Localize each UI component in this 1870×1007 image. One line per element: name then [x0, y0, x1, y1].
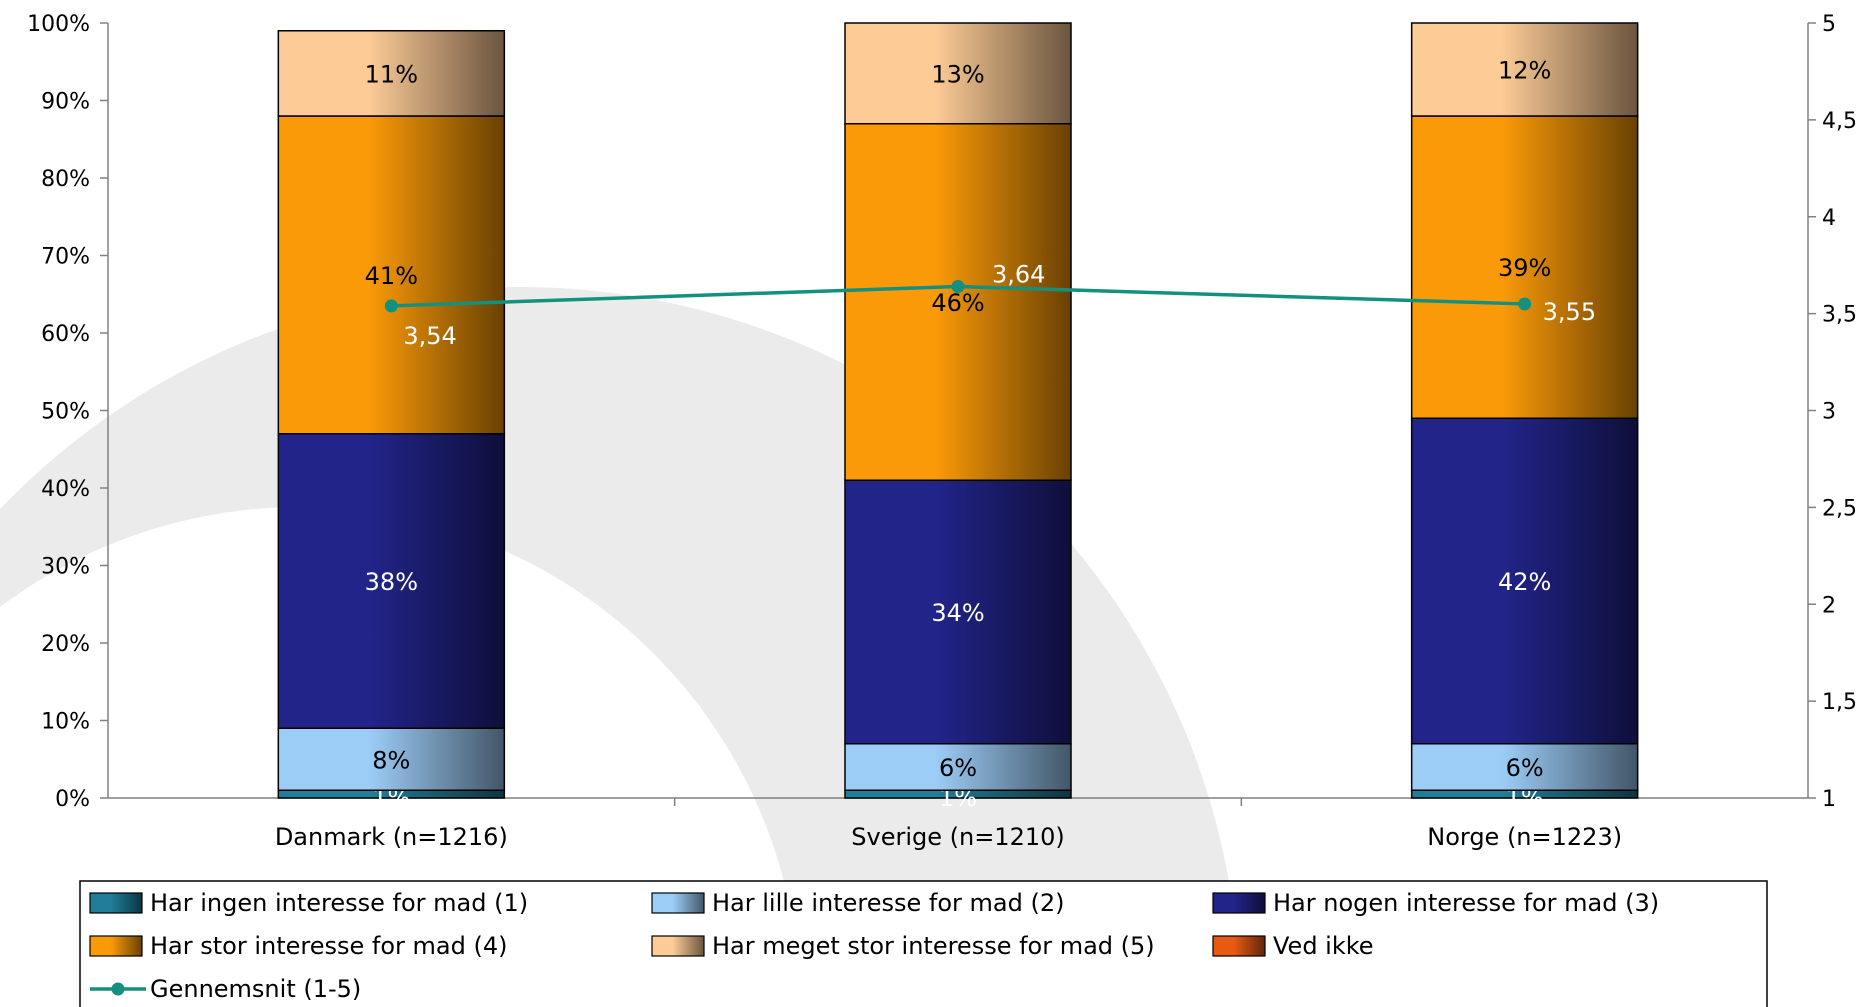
average-data-label: 3,54: [403, 322, 456, 350]
legend-label: Har meget stor interesse for mad (5): [712, 932, 1155, 960]
average-point: [384, 299, 398, 313]
left-tick-label: 60%: [41, 322, 90, 347]
bar-segment: [1410, 743, 1639, 791]
bar-segment: [844, 123, 1072, 481]
segment-data-label: 46%: [931, 289, 984, 317]
segment-data-label: 12%: [1498, 57, 1551, 85]
segment-data-label: 42%: [1498, 568, 1551, 596]
segment-data-label: 8%: [372, 746, 410, 774]
legend-box: [79, 880, 1768, 1007]
average-line: 3,54 3,64 3,55: [384, 261, 1596, 350]
bar-segment: [277, 727, 506, 791]
bar-segment: [844, 22, 1072, 125]
legend-label: Ved ikke: [1273, 932, 1374, 960]
legend-label: Har lille interesse for mad (2): [712, 889, 1064, 917]
left-tick-label: 20%: [41, 632, 90, 657]
left-tick-label: 40%: [41, 477, 90, 502]
bar-segment: [844, 479, 1072, 745]
left-tick-label: 80%: [41, 167, 90, 192]
left-tick-label: 10%: [41, 710, 90, 735]
right-tick-label: 1: [1822, 787, 1836, 812]
right-tick-label: 4: [1822, 206, 1836, 231]
right-tick-label: 2: [1822, 593, 1836, 618]
legend-swatch: [89, 892, 143, 914]
average-data-label: 3,64: [992, 261, 1045, 289]
segment-data-label: 34%: [931, 599, 984, 627]
left-tick-label: 0%: [55, 787, 90, 812]
legend-swatch: [1212, 892, 1266, 914]
left-tick-label: 100%: [27, 12, 90, 37]
right-tick-label: 5: [1822, 12, 1836, 37]
left-tick-label: 70%: [41, 245, 90, 270]
left-tick-label: 50%: [41, 400, 90, 425]
legend-swatch: [89, 935, 143, 957]
left-tick-label: 90%: [41, 90, 90, 115]
category-label: Norge (n=1223): [1427, 823, 1622, 851]
bars: 1%8%38%41%11%1%6%34%46%13%1%6%42%39%12%: [277, 22, 1639, 812]
segment-data-label: 13%: [931, 60, 984, 88]
legend: Har ingen interesse for mad (1) Har lille…: [79, 880, 1768, 1007]
average-point: [1518, 297, 1532, 311]
category-label: Sverige (n=1210): [851, 823, 1065, 851]
right-tick-label: 4,5: [1822, 109, 1857, 134]
average-data-label: 3,55: [1543, 298, 1596, 326]
bar-segment: [277, 433, 506, 729]
left-tick-label: 30%: [41, 555, 90, 580]
right-tick-label: 1,5: [1822, 690, 1857, 715]
legend-label: Har ingen interesse for mad (1): [150, 889, 528, 917]
right-tick-label: 3: [1822, 400, 1836, 425]
legend-swatch: [1212, 935, 1266, 957]
bar-segment: [844, 743, 1072, 791]
segment-data-label: 41%: [365, 262, 418, 290]
legend-label: Gennemsnit (1-5): [150, 975, 361, 1003]
legend-label: Har stor interesse for mad (4): [150, 932, 507, 960]
segment-data-label: 38%: [365, 568, 418, 596]
legend-swatch: [651, 935, 705, 957]
category-labels: Danmark (n=1216) Sverige (n=1210) Norge (n…: [275, 823, 1622, 851]
legend-label: Har nogen interesse for mad (3): [1273, 889, 1659, 917]
bar-segment: [277, 115, 506, 435]
segment-data-label: 6%: [1506, 754, 1544, 782]
axes: 0% 10% 20% 30% 40% 50% 60% 70% 80% 90% 100% 1 1,5 2 2,…: [27, 12, 1857, 812]
segment-data-label: 11%: [365, 60, 418, 88]
legend-swatch: [651, 892, 705, 914]
segment-data-label: 6%: [939, 754, 977, 782]
category-label: Danmark (n=1216): [275, 823, 508, 851]
bar-segment: [277, 30, 506, 117]
average-point: [951, 280, 965, 293]
right-tick-label: 2,5: [1822, 496, 1857, 521]
segment-data-label: 39%: [1498, 254, 1551, 282]
bar-segment: [1410, 115, 1639, 419]
bar-segment: [1410, 22, 1639, 117]
legend-line-marker: [111, 982, 125, 996]
bar-segment: [1410, 417, 1639, 745]
right-tick-label: 3,5: [1822, 303, 1857, 328]
